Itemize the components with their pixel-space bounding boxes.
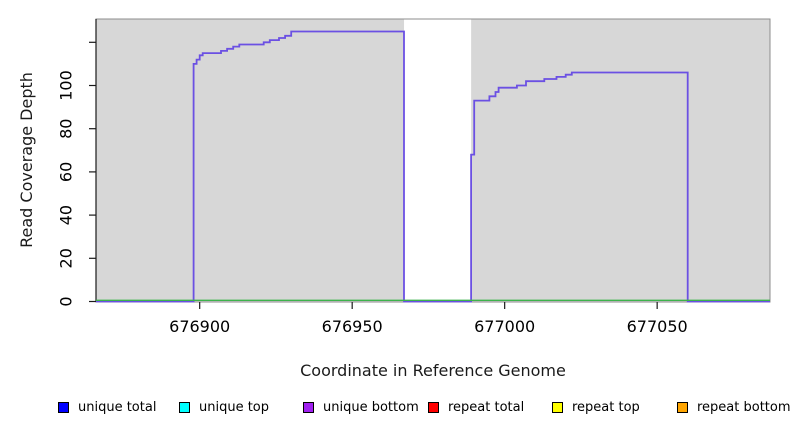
y-tick-label: 60 [57,162,76,182]
legend-label: unique top [199,400,270,415]
legend-item-unique-top: unique top [179,401,269,414]
y-tick-label: 80 [57,119,76,139]
legend-swatch-repeat-total [428,402,439,413]
legend-item-repeat-bottom: repeat bottom [677,401,791,414]
legend-swatch-unique-total [58,402,69,413]
y-tick-label: 0 [57,296,76,306]
y-tick-label: 100 [57,70,76,101]
legend-item-unique-total: unique total [58,401,156,414]
y-tick-label: 20 [57,248,76,268]
x-tick-label: 677050 [627,317,688,336]
x-tick-label: 676900 [169,317,230,336]
unique-coverage-step-line [96,30,770,303]
legend-item-repeat-top: repeat top [552,401,640,414]
shaded-coverage-region [96,19,405,302]
shaded-coverage-region [471,19,770,302]
legend-swatch-repeat-bottom [677,402,688,413]
x-tick-label: 676950 [322,317,383,336]
legend-label: unique bottom [323,400,419,415]
plot-canvas: 0 20 40 60 80 100 676900 676950 677000 677050 Coo… [17,18,771,380]
legend-swatch-unique-top [179,402,190,413]
legend-swatch-unique-bottom [303,402,314,413]
legend-label: repeat total [448,400,525,415]
legend-item-unique-bottom: unique bottom [303,401,419,414]
y-tick-label: 40 [57,205,76,225]
x-axis-title: Coordinate in Reference Genome [300,361,566,380]
legend-label: repeat top [572,400,640,415]
x-tick-label: 677000 [474,317,535,336]
legend-label: repeat bottom [697,400,791,415]
legend-swatch-repeat-top [552,402,563,413]
y-axis-title: Read Coverage Depth [17,72,36,248]
legend-item-repeat-total: repeat total [428,401,524,414]
legend-label: unique total [78,400,157,415]
